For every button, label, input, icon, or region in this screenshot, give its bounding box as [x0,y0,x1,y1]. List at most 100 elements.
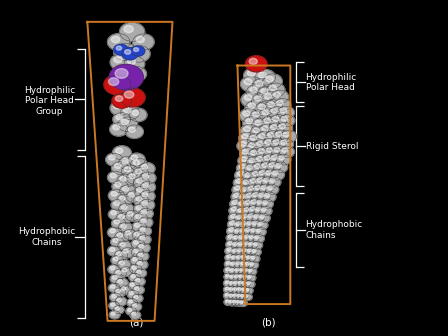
Circle shape [245,201,250,204]
Circle shape [110,285,115,288]
Circle shape [241,288,245,291]
Circle shape [241,187,247,191]
Circle shape [254,96,262,101]
Circle shape [116,252,122,256]
Circle shape [226,275,229,277]
Circle shape [264,94,271,99]
Circle shape [228,213,241,222]
Circle shape [232,234,243,243]
Circle shape [108,171,124,183]
Circle shape [134,177,150,189]
Circle shape [115,297,127,306]
Circle shape [131,248,144,257]
Circle shape [241,262,245,265]
Circle shape [248,177,262,188]
Circle shape [125,231,131,235]
Circle shape [231,262,235,265]
Circle shape [247,221,251,225]
Circle shape [104,75,131,95]
Circle shape [225,247,237,255]
Circle shape [108,190,125,202]
Circle shape [133,34,154,50]
Circle shape [264,118,271,123]
Circle shape [257,200,262,204]
Circle shape [248,149,264,161]
Circle shape [259,193,264,197]
Circle shape [250,220,262,229]
Circle shape [231,241,243,250]
Circle shape [258,222,263,225]
Circle shape [140,191,155,202]
Circle shape [261,91,280,106]
Circle shape [125,125,143,138]
Circle shape [238,267,248,275]
Circle shape [270,169,284,180]
Circle shape [241,294,244,297]
Circle shape [140,181,155,193]
Circle shape [112,36,120,43]
Circle shape [240,148,256,160]
Circle shape [112,218,126,229]
Circle shape [112,64,134,80]
Circle shape [118,280,122,283]
Circle shape [263,178,269,182]
Circle shape [226,234,238,242]
Circle shape [114,288,126,297]
Circle shape [257,178,263,182]
Circle shape [274,92,280,97]
Circle shape [116,46,122,50]
Circle shape [239,235,243,239]
Circle shape [114,44,128,55]
Circle shape [250,207,254,211]
Circle shape [261,177,275,187]
Circle shape [249,227,261,236]
Circle shape [244,227,255,236]
Circle shape [281,140,287,144]
Circle shape [255,70,276,85]
Circle shape [129,300,133,303]
Circle shape [114,250,128,260]
Circle shape [120,88,145,107]
Circle shape [141,219,146,223]
Circle shape [114,57,122,63]
Circle shape [120,176,126,181]
Circle shape [125,50,131,54]
Circle shape [234,281,237,284]
Circle shape [120,23,145,41]
Circle shape [233,300,236,303]
Circle shape [135,269,146,278]
Circle shape [116,270,121,274]
Circle shape [124,26,134,33]
Circle shape [129,127,135,132]
Circle shape [106,153,123,166]
Circle shape [271,109,278,114]
Circle shape [247,70,255,76]
Circle shape [254,206,266,215]
Circle shape [108,209,123,220]
Circle shape [228,235,233,238]
Circle shape [267,148,272,152]
Circle shape [242,171,257,182]
Circle shape [116,148,123,154]
Circle shape [248,186,254,190]
Circle shape [127,67,146,81]
Circle shape [132,266,136,269]
Circle shape [254,243,258,246]
Circle shape [138,217,153,228]
Circle shape [128,45,150,62]
Circle shape [265,184,279,195]
Circle shape [131,275,135,278]
Circle shape [244,192,258,202]
Circle shape [256,207,260,211]
Circle shape [243,261,254,269]
Circle shape [225,281,229,284]
Circle shape [244,126,250,132]
Circle shape [109,65,143,90]
Circle shape [246,248,256,256]
Circle shape [270,115,287,127]
Circle shape [117,298,121,302]
Circle shape [233,227,245,236]
Circle shape [229,300,233,303]
Circle shape [113,113,131,126]
Circle shape [121,205,127,209]
